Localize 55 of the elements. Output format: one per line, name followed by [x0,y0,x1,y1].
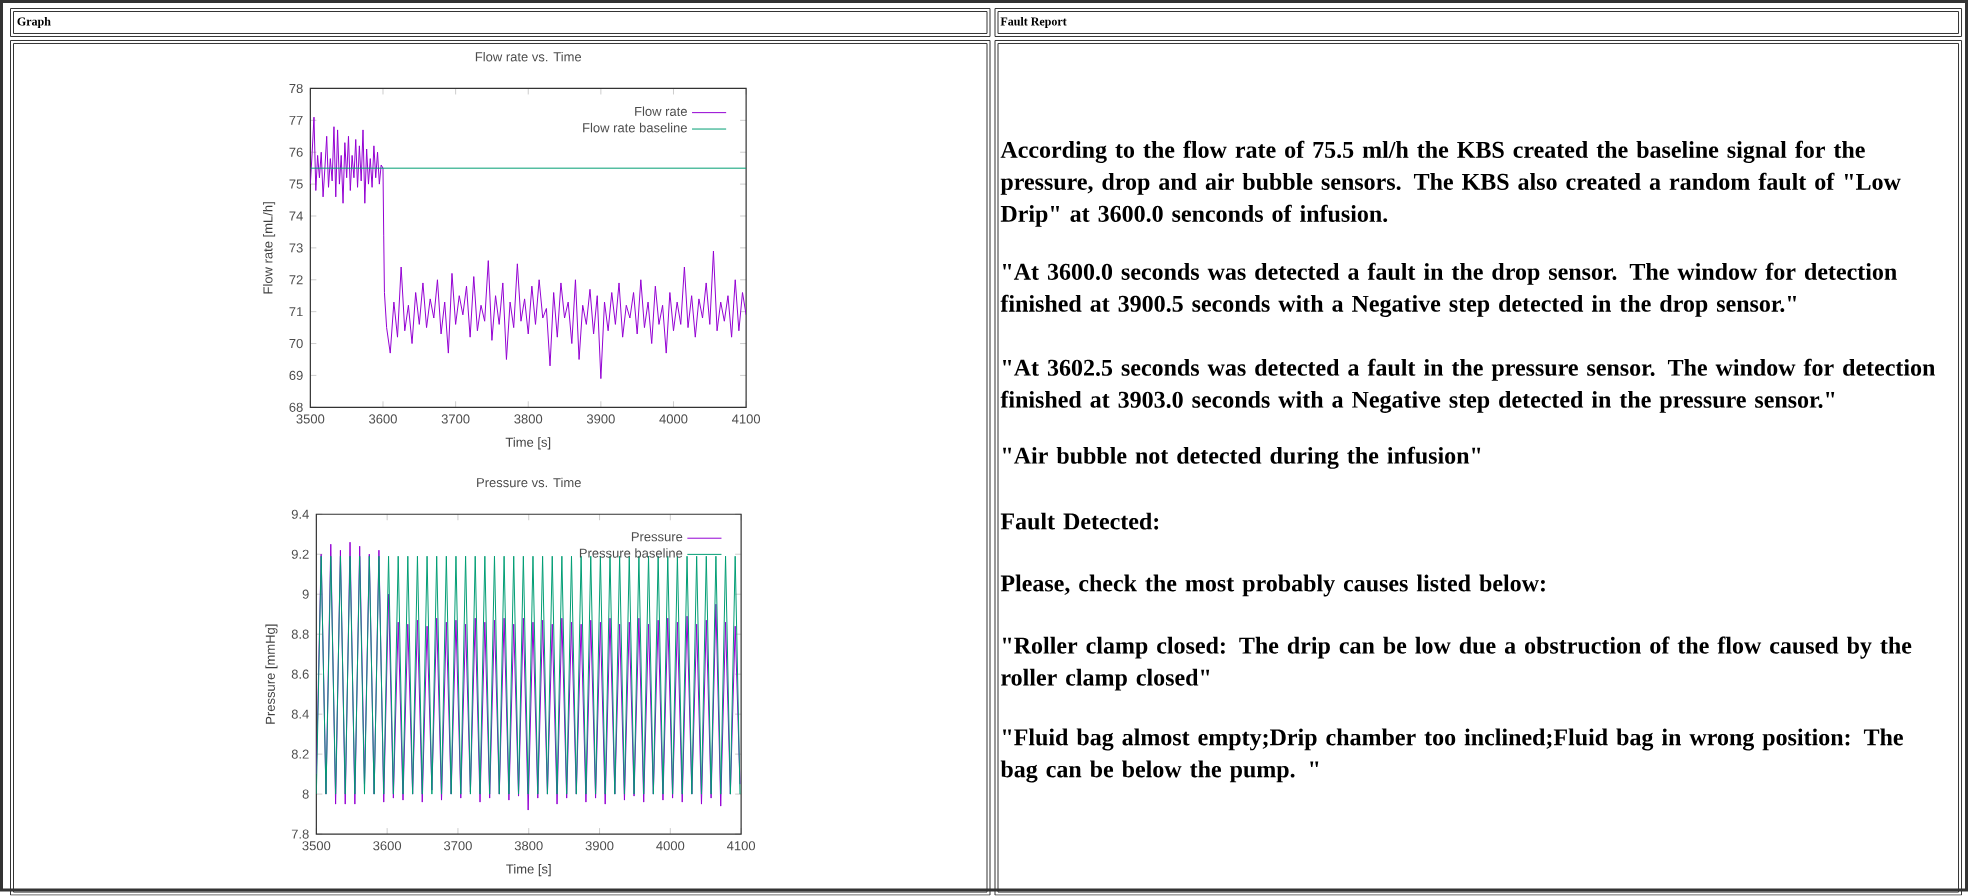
x-axis-title: Time [s] [505,437,551,450]
y-tick-label: 75 [289,179,303,189]
text: "Fluid bag almost empty;Drip chamber too inclined;Fluid bag in wrong position: The bag can be below the pump. " [1000,728,1903,783]
y-tick-label: 71 [289,307,303,317]
text: Graph [17,17,51,29]
y-tick-label: 8.2 [291,749,309,759]
y-tick-label: 76 [289,147,303,158]
x-tick-label: 3900 [585,841,614,851]
text: "Roller clamp closed: The drip can be low due a obstruction of the flow caused by the roller clamp closed" [1001,636,1912,691]
y-tick-label: 72 [289,275,303,285]
y-tick-label: 68 [289,402,303,413]
y-tick-label: 78 [289,84,303,94]
x-tick-label: 3700 [443,841,472,851]
y-tick-label: 69 [289,371,303,381]
x-tick-label: 3600 [373,841,402,851]
y-tick-label: 70 [289,339,303,349]
x-tick-label: 3600 [369,414,397,424]
y-tick-label: 73 [289,243,303,253]
chart-title: Pressure vs. Time [477,477,581,488]
y-axis-title: Pressure [mmHg] [265,624,278,724]
legend-label: Pressure baseline [579,548,683,558]
x-tick-label: 3900 [586,414,615,424]
y-tick-label: 8 [302,789,309,799]
y-tick-label: 8.8 [291,629,309,640]
text: "At 3600.0 seconds was detected a fault in the drop sensor. The window for detection finished at 3900.5 seconds with a Negative step detected in the drop sensor." [1000,262,1897,318]
text: "Air bubble not detected during the infusion" [1003,446,1481,470]
x-tick-label: 4100 [726,841,756,851]
legend-label: Pressure [631,532,683,542]
x-tick-label: 3800 [514,414,543,424]
x-tick-label: 3500 [296,414,325,424]
text: Fault Detected: [1000,512,1159,530]
y-tick-label: 8.4 [291,709,309,719]
line-series [310,116,747,380]
y-tick-label: 8.6 [291,669,309,679]
legend-label: Flow rate [635,106,687,117]
legend-label: Flow rate baseline [583,123,687,133]
text: Fault Report [1000,17,1067,29]
text: "At 3602.5 seconds was detected a fault in the pressure sensor. The window for detection finished at 3903.0 seconds with a Negative step detected in the pressure sensor." [1000,358,1936,414]
y-tick-label: 77 [289,116,303,126]
x-tick-label: 3800 [514,841,543,851]
text: Please, check the most probably causes listed below: [1000,574,1545,597]
x-tick-label: 4000 [659,414,688,424]
y-axis-title: Flow rate [mL/h] [263,202,276,294]
text: According to the flow rate of 75.5 ml/h the KBS created the baseline signal for the pressure, drop and air bubble sensors. The KBS also created a random fault of "Low Drip" at 3600.0 senconds of infusion. [1000,141,1901,228]
x-tick-label: 4100 [731,414,761,424]
x-tick-label: 3700 [441,414,470,424]
y-tick-label: 7.8 [291,829,309,839]
x-axis-title: Time [s] [506,864,551,877]
y-tick-label: 9 [302,589,309,600]
y-tick-label: 9.2 [291,549,309,560]
x-tick-label: 3500 [302,841,331,851]
chart-title: Flow rate vs. Time [475,52,582,62]
x-tick-label: 4000 [656,841,685,851]
y-tick-label: 74 [289,211,303,221]
y-tick-label: 9.4 [291,509,309,520]
